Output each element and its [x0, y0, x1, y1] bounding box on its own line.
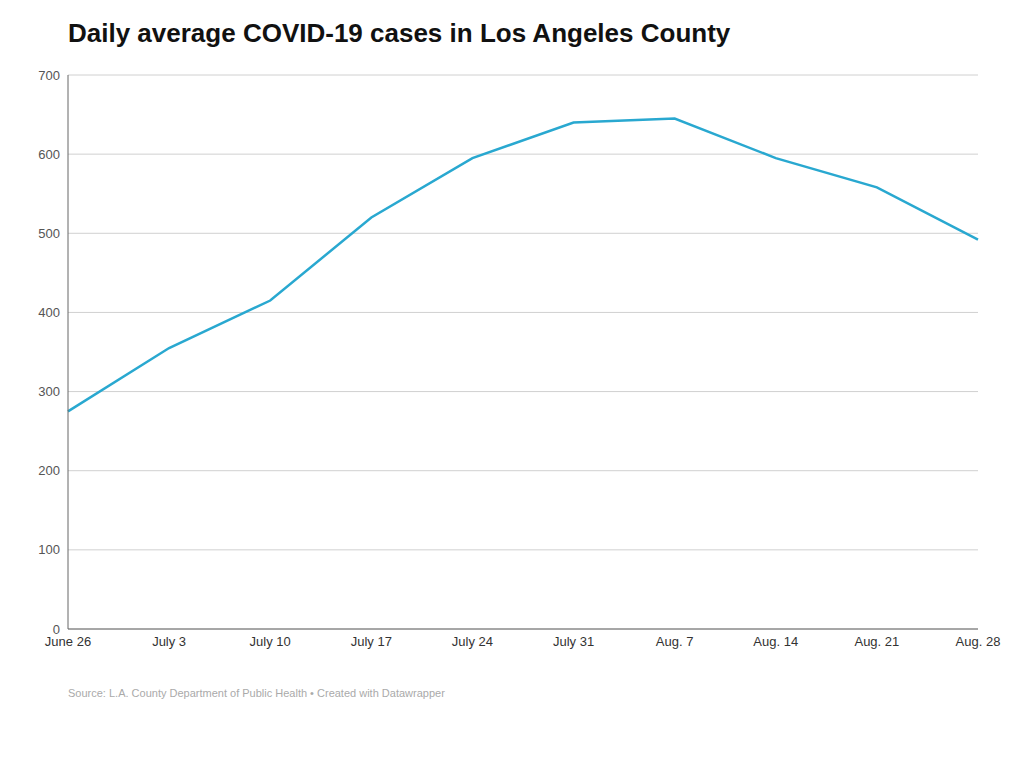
svg-text:500: 500: [38, 226, 60, 241]
svg-text:400: 400: [38, 305, 60, 320]
svg-text:July 10: July 10: [250, 634, 291, 649]
svg-text:Aug. 7: Aug. 7: [656, 634, 694, 649]
svg-text:July 17: July 17: [351, 634, 392, 649]
svg-text:100: 100: [38, 542, 60, 557]
html-text:Source: L.A. County Department: Source: L.A. County Department of Public…: [68, 687, 445, 699]
svg-text:700: 700: [38, 68, 60, 83]
svg-text:July 31: July 31: [553, 634, 594, 649]
svg-text:600: 600: [38, 147, 60, 162]
html-text:Daily average COVID-19 cases i: Daily average COVID-19 cases in Los Ange…: [68, 18, 731, 48]
svg-text:0: 0: [53, 622, 60, 637]
svg-text:June 26: June 26: [44, 634, 92, 650]
svg-text:July 24: July 24: [452, 634, 493, 649]
svg-text:300: 300: [38, 384, 60, 399]
svg-text:200: 200: [38, 463, 60, 478]
svg-text:Aug. 21: Aug. 21: [854, 634, 899, 649]
svg-text:Aug. 28: Aug. 28: [956, 634, 1001, 649]
svg-text:Aug. 14: Aug. 14: [753, 634, 798, 649]
svg-text:July 3: July 3: [152, 634, 186, 649]
